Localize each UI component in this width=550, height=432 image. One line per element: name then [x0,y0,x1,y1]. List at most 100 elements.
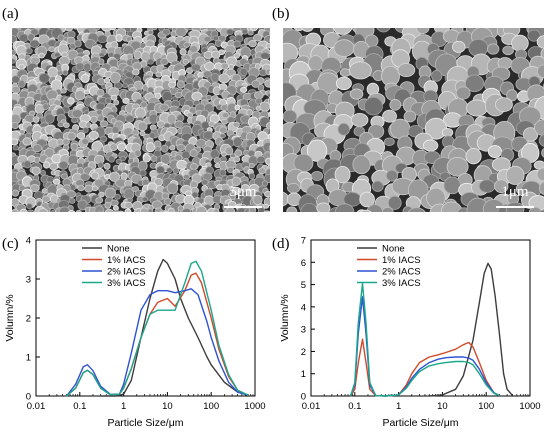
x-tick-label: 1 [121,401,126,412]
sem-grain [221,112,230,119]
sem-grain [62,69,69,76]
sem-grain [75,62,85,71]
sem-grain [38,52,45,59]
sem-grain [267,96,270,106]
scale-bar-a-line [224,206,262,208]
sem-grain [12,189,20,197]
sem-grain [248,40,257,48]
sem-grain [176,159,188,170]
sem-grain [99,120,109,128]
sem-grain [539,181,544,195]
sem-grain [189,149,198,158]
sem-grain [117,142,127,152]
sem-grain [505,165,525,185]
sem-grain [110,199,119,207]
sem-grain [57,70,64,76]
sem-grain [71,117,79,124]
sem-grain [455,86,471,100]
sem-grain [195,205,208,212]
sem-grain [98,52,105,58]
sem-grain [108,155,116,163]
sem-grain [540,48,544,60]
sem-grain [268,111,270,117]
sem-grain [176,143,186,152]
sem-grain [349,88,364,100]
sem-grain [382,109,397,123]
sem-grain [12,35,18,44]
sem-grain [241,28,249,35]
sem-grain [82,127,89,133]
sem-grain [233,156,241,163]
sem-grain [486,43,500,55]
sem-grain [93,28,101,31]
y-tick-label: 3 [301,325,306,336]
sem-grain [166,167,173,174]
sem-grain [52,178,61,185]
sem-grain [310,170,324,182]
sem-grain [149,132,156,139]
sem-grain [98,58,105,66]
sem-grain [147,208,154,212]
sem-grain [26,203,33,210]
sem-grain [487,145,502,158]
sem-grain [264,79,270,88]
sem-grain [110,95,118,101]
sem-grain [441,127,454,138]
sem-grain [132,68,140,76]
sem-grain [83,62,92,72]
sem-grain [60,173,69,180]
sem-grain [19,129,26,135]
sem-grain [249,28,259,32]
sem-image-b [283,28,544,212]
sem-grain [536,167,544,182]
sem-grain [162,28,171,36]
sem-grain [18,63,25,71]
sem-grain [248,162,255,169]
sem-grain [381,207,394,212]
sem-grain [225,207,236,212]
sem-grain [124,114,135,123]
sem-grain [218,73,230,84]
sem-grain [265,157,270,166]
sem-grain [204,61,216,71]
sem-grain [50,210,56,212]
sem-grain [80,73,90,83]
sem-grain [332,28,353,35]
sem-image-a [12,28,270,212]
x-tick-label: 1000 [244,401,265,412]
sem-grain [221,151,227,157]
sem-grain [74,89,86,101]
y-tick-label: 6 [301,258,306,269]
sem-grain [371,180,384,192]
sem-grain [263,203,270,209]
sem-grain [366,204,384,212]
sem-grain [58,160,69,170]
sem-grain [124,201,134,209]
sem-grain [334,203,355,212]
sem-grain [42,103,49,111]
legend-label: 2% IACS [107,267,146,278]
sem-grain [113,210,121,212]
sem-grain [191,91,203,101]
sem-grain [109,143,118,152]
sem-grain [151,28,158,31]
sem-grain [159,103,170,112]
sem-grain [359,191,375,208]
sem-grain [491,157,511,172]
sem-grain [134,107,146,119]
sem-grain [12,145,20,151]
sem-grain [96,115,105,122]
sem-grain [465,74,485,93]
series-line-2-iacs [66,288,249,397]
sem-grain [541,148,544,158]
sem-grain [232,121,240,128]
sem-grain [219,126,228,134]
sem-grain [248,172,256,180]
y-tick-label: 7 [301,236,306,247]
sem-grain [415,28,430,34]
legend-label: 2% IACS [382,267,421,278]
sem-grain [229,35,236,41]
sem-grain [124,208,132,212]
sem-grain [334,165,351,184]
sem-grain [164,197,172,206]
